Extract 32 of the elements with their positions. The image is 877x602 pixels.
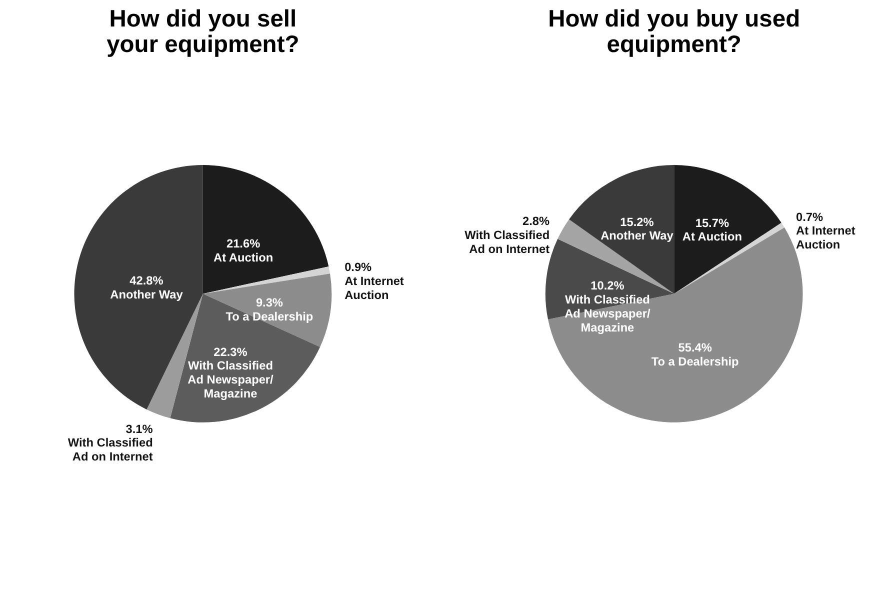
slice-label: With Classified Ad Newspaper/ Magazine (188, 358, 274, 400)
slice-label: Another Way (110, 288, 184, 302)
slice-label: At Auction (682, 230, 742, 244)
data-label: 21.6% (226, 236, 261, 251)
pie-slice (569, 165, 674, 294)
slice-label: With Classified Ad Newspaper/Magazine (564, 292, 651, 334)
slice-label: To a Dealership (226, 310, 314, 324)
slice-label: At Internet Auction (796, 224, 856, 252)
data-label: 0.7% (796, 210, 824, 224)
slice-label: With Classified Ad on Internet (464, 228, 550, 256)
data-label: 3.1% (126, 422, 154, 436)
slice-label: Another Way (600, 228, 674, 243)
data-label: 9.3% (256, 296, 284, 310)
data-label: 15.7% (695, 216, 730, 230)
data-label: 22.3% (214, 344, 248, 359)
pie-slice (202, 274, 332, 348)
slice-label: At Internet Auction (344, 274, 404, 302)
pie-slice (202, 165, 329, 294)
pie-slice (558, 219, 674, 294)
data-label: 15.2% (620, 214, 654, 229)
data-label: 10.2% (590, 278, 625, 293)
slice-label: With Classified Ad on Internet (68, 436, 153, 464)
data-label: 42.8% (130, 274, 164, 288)
slice-label: To a Dealership (651, 354, 739, 369)
pie-slice (674, 165, 782, 294)
chart-title: How did you buy used equipment? (548, 5, 800, 58)
data-label: 55.4% (678, 340, 712, 355)
data-label: 2.8% (522, 214, 550, 228)
pie-slice (202, 266, 330, 294)
chart-title: How did you sell your equipment? (106, 5, 300, 58)
slice-label: At Auction (214, 250, 274, 264)
data-label: 0.9% (344, 260, 372, 274)
